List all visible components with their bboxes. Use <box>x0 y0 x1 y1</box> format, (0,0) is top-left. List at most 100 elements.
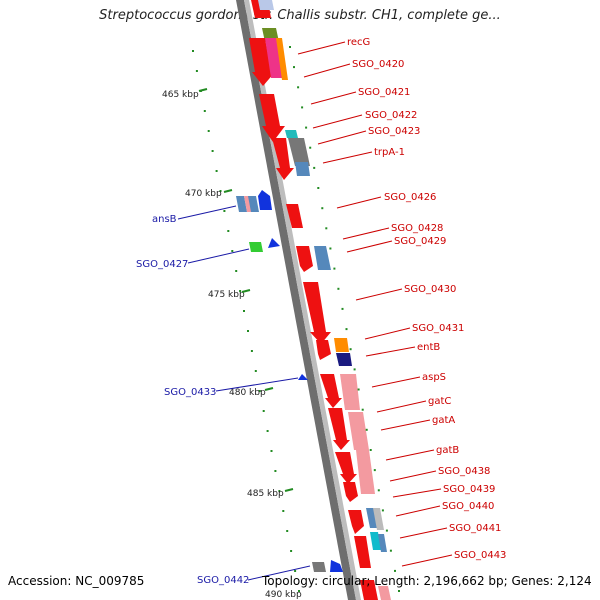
gene-gatA[interactable] <box>328 408 350 450</box>
gene-SGO_0442-a[interactable] <box>312 562 326 572</box>
gene-label[interactable]: recG <box>347 37 370 48</box>
gene-label[interactable]: SGO_0438 <box>438 466 490 477</box>
gene-label[interactable]: SGO_0442 <box>197 575 249 586</box>
gene-recG[interactable] <box>249 38 275 86</box>
gene-entB-red[interactable] <box>316 340 331 360</box>
gene-SGO_0420-b[interactable] <box>276 38 288 80</box>
gene-SGO_0421[interactable] <box>259 94 285 142</box>
tick-dot <box>369 449 372 451</box>
gene-SGO_0430[interactable] <box>303 282 331 344</box>
scale-label: 490 kbp <box>265 590 302 600</box>
gene-label[interactable]: SGO_0428 <box>391 223 443 234</box>
gene-label[interactable]: SGO_0426 <box>384 192 436 203</box>
gene-SGO_0423[interactable] <box>288 138 310 166</box>
gene-label[interactable]: SGO_0420 <box>352 59 404 70</box>
reverse-genes <box>236 190 343 572</box>
tick-dot <box>385 529 388 532</box>
gene-label[interactable]: SGO_0430 <box>404 284 456 295</box>
gene-label[interactable]: gatC <box>428 396 451 407</box>
gene-label[interactable]: aspS <box>422 372 446 383</box>
gene-bottom-partial-b[interactable] <box>378 586 391 600</box>
gene-label[interactable]: SGO_0421 <box>358 87 410 98</box>
left-labels: ansB SGO_0427 SGO_0433 SGO_0442 <box>136 214 249 586</box>
scale-ticks <box>192 46 400 592</box>
gene-gatB[interactable] <box>335 452 357 484</box>
gene-ansB-c[interactable] <box>248 196 259 212</box>
gene-SGO_0422[interactable] <box>285 130 298 138</box>
gene-trpA-1-b[interactable] <box>295 162 310 176</box>
accession-text: Accession: NC_009785 <box>8 574 145 588</box>
gene-aspS[interactable] <box>320 374 342 408</box>
scale-label: 465 kbp <box>162 90 199 100</box>
tick-dot <box>313 166 316 169</box>
gene-SGO_0433[interactable] <box>298 374 308 380</box>
gene-label[interactable]: SGO_0427 <box>136 259 188 270</box>
gene-ansB-arrow[interactable] <box>258 190 272 210</box>
gene-label[interactable]: ansB <box>152 214 177 225</box>
gene-SGO_0429[interactable] <box>314 246 331 270</box>
forward-genes <box>249 38 391 600</box>
tick-dot <box>293 66 295 69</box>
gene-SGO_0440[interactable] <box>348 510 364 534</box>
tick-dot <box>329 247 332 250</box>
scale-label: 485 kbp <box>247 489 284 499</box>
gene-ansB[interactable] <box>236 196 247 212</box>
tick-dot <box>317 187 320 189</box>
gene-trpA-1[interactable] <box>272 138 294 180</box>
gene-SGO_0427-arrow[interactable] <box>268 238 280 248</box>
gene-SGO_0431[interactable] <box>334 338 349 352</box>
tick-dot <box>223 210 226 212</box>
gene-label[interactable]: SGO_0431 <box>412 323 464 334</box>
scale-labels: 465 kbp 470 kbp 475 kbp 480 kbp 485 kbp … <box>162 90 302 600</box>
scale-label: 480 kbp <box>229 388 266 398</box>
gene-SGO_0428[interactable] <box>296 246 313 272</box>
tick-dot <box>357 388 360 391</box>
tick-dot <box>211 150 214 152</box>
gene-gatA-b[interactable] <box>348 412 369 450</box>
tick-dot <box>345 328 348 331</box>
gene-label[interactable]: SGO_0441 <box>449 523 501 534</box>
gene-gatC[interactable] <box>340 374 360 410</box>
tick-dot <box>325 227 328 230</box>
gene-bottom-partial[interactable] <box>360 580 378 600</box>
tick-dot <box>282 510 285 512</box>
tick-dot <box>349 348 352 351</box>
gene-label[interactable]: SGO_0422 <box>365 110 417 121</box>
gene-SGO_0443[interactable] <box>354 536 371 568</box>
gene-SGO_0441-d[interactable] <box>378 534 387 552</box>
gene-label[interactable]: SGO_0423 <box>368 126 420 137</box>
tick-dot <box>254 370 257 372</box>
tick-dot <box>215 170 218 172</box>
gene-label[interactable]: SGO_0439 <box>443 484 495 495</box>
right-leaders <box>297 41 453 567</box>
gene-SGO_0441-c[interactable] <box>370 532 381 550</box>
tick-dot <box>381 509 384 512</box>
gene-label[interactable]: SGO_0429 <box>394 236 446 247</box>
gene-label[interactable]: SGO_0433 <box>164 387 216 398</box>
tick-dot <box>389 549 392 552</box>
gene-label[interactable]: SGO_0440 <box>442 501 494 512</box>
tick-dot <box>398 590 400 592</box>
gene-label[interactable]: trpA-1 <box>374 147 405 158</box>
gene-label[interactable]: gatB <box>436 445 459 456</box>
gene-entB[interactable] <box>336 353 352 366</box>
gene-label[interactable]: gatA <box>432 415 455 426</box>
gene-label[interactable]: entB <box>417 342 440 353</box>
tick-dot <box>301 106 304 109</box>
gene-label[interactable]: SGO_0443 <box>454 550 506 561</box>
gene-SGO_0439[interactable] <box>343 482 358 502</box>
tick-dot <box>195 70 198 72</box>
tick-dot <box>286 530 289 532</box>
gene-SGO_0442-b[interactable] <box>330 560 343 572</box>
tick-dot <box>353 368 356 371</box>
gene-SGO_0441-b[interactable] <box>373 508 384 530</box>
summary-text: Topology: circular; Length: 2,196,662 bp… <box>262 574 592 588</box>
tick-dot <box>305 126 308 129</box>
tick-dot <box>262 410 265 412</box>
gene-SGO_0426[interactable] <box>286 204 303 228</box>
tick-dot <box>207 130 210 132</box>
gene-SGO_0427[interactable] <box>249 242 263 252</box>
gene-SGO_0438[interactable] <box>356 450 375 494</box>
tick-dot <box>231 250 234 252</box>
tick-dot <box>203 110 206 112</box>
